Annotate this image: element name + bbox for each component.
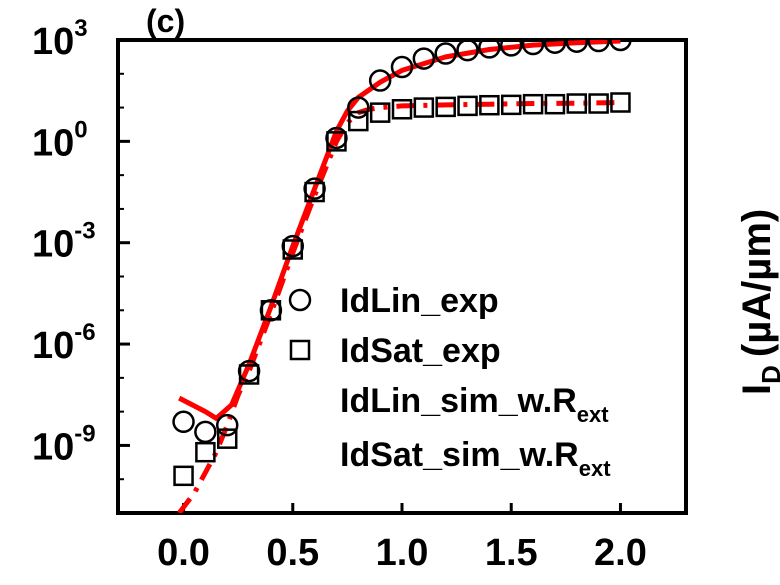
right-ylabel-units: (µA/µm) — [735, 209, 779, 357]
point-IdLin_exp — [565, 40, 589, 53]
point-IdSat_exp — [500, 94, 522, 116]
point-IdLin_exp — [587, 40, 610, 53]
x-tick-label: 1.5 — [485, 532, 538, 574]
y-tick-label: 10-9 — [32, 420, 96, 468]
point-IdSat_exp — [304, 181, 325, 203]
x-tick-label: 0.0 — [157, 532, 210, 574]
legend-label-IdSat_sim_w.R: IdSat_sim_w.Rext — [340, 436, 611, 481]
y-axis-ticks: 10-9 10-6 10-3 100 103 — [32, 15, 130, 514]
point-IdSat_exp — [588, 93, 609, 114]
x-axis-ticks: 0.0 0.5 1.0 1.5 2.0 — [157, 503, 647, 574]
point-IdLin_exp — [347, 96, 370, 119]
point-IdSat_exp — [544, 93, 566, 115]
point-IdSat_exp — [216, 428, 238, 449]
right-axis-label: ID (µA/µm) — [735, 209, 780, 395]
point-IdLin_exp — [456, 40, 479, 62]
x-tick-label: 2.0 — [594, 532, 647, 574]
point-IdLin_exp — [368, 69, 392, 92]
right-ylabel-main: I — [735, 384, 779, 395]
markers — [172, 40, 632, 487]
point-IdSat_exp — [348, 110, 369, 132]
point-IdSat_exp — [369, 102, 391, 123]
point-IdSat_exp — [260, 300, 282, 321]
point-IdLin_exp — [543, 40, 567, 54]
point-IdLin_exp — [194, 420, 217, 444]
point-IdLin_exp — [215, 413, 239, 437]
point-IdSat_exp — [195, 441, 216, 463]
y-tick-label: 103 — [32, 15, 88, 63]
point-IdSat_exp — [435, 96, 456, 118]
sim-lines — [177, 40, 621, 513]
legend: IdLin_exp IdSat_exp IdLin_sim_w.Rext IdSat_… — [288, 282, 611, 481]
series-line-IdLin_sim_w.R — [178, 40, 621, 421]
x-tick-label: 0.5 — [266, 532, 319, 574]
svg-text:ID(µA/µm): ID (µA/µm) — [735, 209, 780, 395]
point-IdSat_exp — [457, 95, 478, 117]
legend-symbol-IdLin_exp — [288, 288, 312, 312]
point-IdSat_exp — [391, 99, 413, 120]
point-IdSat_exp — [610, 92, 631, 113]
legend-label-IdLin_sim_w.R: IdLin_sim_w.Rext — [340, 382, 609, 427]
point-IdLin_exp — [390, 55, 414, 79]
series-line-IdSat_sim_w.R — [177, 100, 621, 513]
point-IdLin_exp — [499, 40, 523, 57]
y-tick-label: 100 — [32, 116, 88, 164]
legend-symbol-IdSat_exp — [289, 339, 311, 361]
point-IdLin_exp — [478, 40, 501, 59]
x-tick-label: 1.0 — [376, 532, 429, 574]
point-IdSat_exp — [173, 465, 194, 487]
panel-label: (c) — [146, 3, 185, 39]
point-IdSat_exp — [238, 364, 260, 385]
point-IdLin_exp — [521, 40, 545, 56]
legend-label-IdLin_exp: IdLin_exp — [340, 282, 499, 320]
point-IdSat_exp — [566, 93, 588, 114]
point-IdSat_exp — [522, 93, 544, 115]
point-IdSat_exp — [479, 94, 500, 116]
point-IdLin_exp — [172, 410, 195, 434]
y-tick-label: 10-3 — [32, 218, 96, 266]
point-IdLin_exp — [412, 47, 436, 70]
point-IdLin_exp — [609, 40, 632, 52]
point-IdLin_exp — [434, 42, 457, 65]
legend-label-IdSat_exp: IdSat_exp — [340, 332, 501, 370]
y-tick-label: 10-6 — [32, 319, 96, 367]
point-IdSat_exp — [326, 131, 347, 152]
point-IdSat_exp — [413, 97, 435, 118]
right-ylabel-sub: D — [756, 365, 780, 384]
point-IdSat_exp — [282, 239, 304, 260]
